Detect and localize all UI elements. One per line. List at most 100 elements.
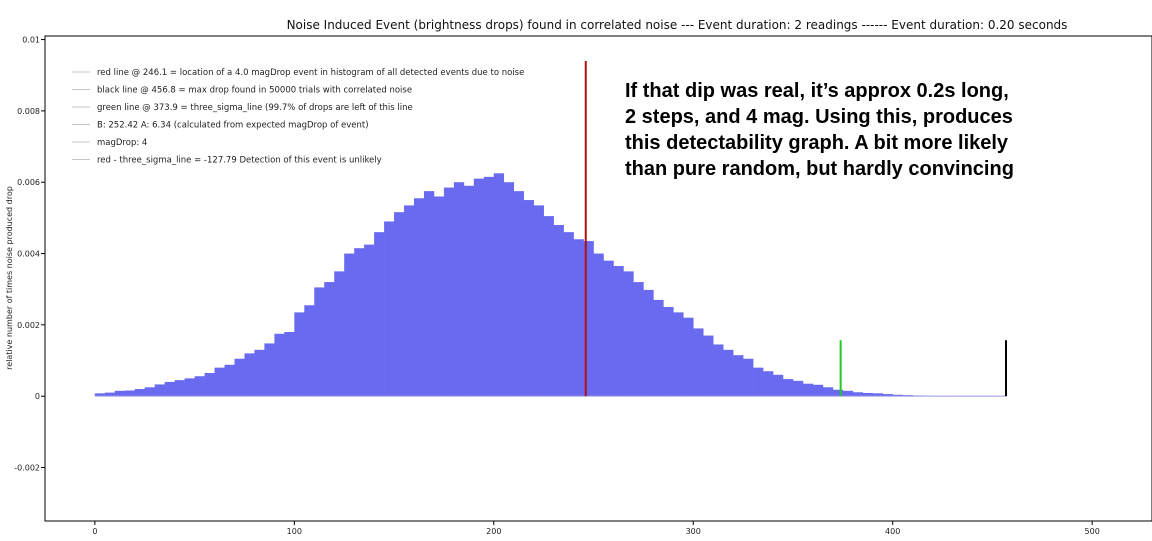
plot-frame	[44, 35, 1152, 522]
x-tick-label: 300	[686, 527, 701, 536]
histogram-bar	[663, 307, 674, 397]
histogram-bar	[872, 393, 884, 397]
histogram-bar	[573, 239, 584, 397]
histogram-bar	[124, 390, 136, 397]
histogram-bar	[792, 380, 804, 397]
histogram-bar	[593, 253, 604, 397]
legend-entry: magDrop: 4	[97, 138, 147, 148]
annotation-line: this detectability graph. A bit more lik…	[625, 132, 1009, 154]
histogram-bar	[364, 244, 375, 397]
histogram-bar	[882, 394, 894, 397]
y-tick-label: -0.002	[14, 464, 40, 473]
histogram-bar	[643, 289, 654, 397]
histogram-bar	[264, 343, 275, 397]
x-tick-label: 500	[1085, 527, 1100, 536]
y-tick-label: 0.008	[17, 107, 40, 116]
histogram-bar	[184, 378, 195, 397]
histogram-bar	[713, 344, 724, 397]
histogram-bar	[214, 367, 225, 397]
histogram-bar	[822, 387, 834, 397]
histogram-bar	[543, 216, 554, 397]
histogram-bar	[483, 176, 495, 397]
histogram-bar	[144, 387, 156, 397]
annotation-line: than pure random, but hardly convincing	[625, 158, 1014, 180]
histogram-bar	[473, 178, 485, 397]
annotation-text: If that dip was real, it’s approx 0.2s l…	[625, 80, 1014, 180]
histogram-bar	[334, 271, 345, 397]
histogram-bar	[832, 389, 844, 397]
histogram-bar	[493, 173, 505, 397]
histogram-bar	[374, 232, 385, 397]
histogram-bar	[314, 287, 325, 397]
histogram-bar	[842, 390, 854, 397]
histogram-bar	[743, 358, 754, 397]
histogram-bar	[902, 395, 913, 397]
y-axis-label: relative number of times noise produced …	[5, 186, 14, 370]
histogram-bar	[224, 364, 235, 397]
histogram-bar	[783, 379, 794, 397]
y-axis-ticks: -0.002 0 0.002 0.004 0.006 0.008 0.01	[14, 36, 45, 473]
histogram-bar	[354, 248, 365, 397]
histogram-bar	[753, 367, 764, 397]
histogram-bar	[723, 349, 734, 397]
histogram-bar	[154, 384, 165, 397]
histogram-bar	[683, 317, 694, 397]
legend-entry: B: 252.42 A: 6.34 (calculated from expec…	[97, 121, 369, 131]
histogram-bar	[254, 349, 265, 397]
histogram-bar	[892, 394, 903, 397]
histogram-bar	[423, 191, 435, 397]
histogram-bar	[194, 376, 205, 397]
chart-title: Noise Induced Event (brightness drops) f…	[287, 18, 1068, 32]
histogram-bar	[443, 187, 455, 397]
x-tick-label: 0	[92, 527, 97, 536]
histogram-bars	[94, 173, 1007, 397]
y-tick-label: 0	[35, 392, 40, 401]
histogram-bar	[344, 253, 355, 397]
legend-entry: black line @ 456.8 = max drop found in 5…	[97, 86, 412, 96]
histogram-bar	[513, 191, 525, 397]
annotation-line: If that dip was real, it’s approx 0.2s l…	[625, 80, 1009, 102]
histogram-bar	[653, 299, 664, 397]
histogram-bar	[633, 282, 644, 397]
histogram-bar	[553, 225, 564, 397]
histogram-bar	[384, 221, 395, 397]
histogram-bar	[693, 328, 704, 397]
histogram-bar	[294, 312, 305, 397]
histogram-bar	[623, 271, 634, 397]
histogram-bar	[812, 384, 824, 397]
legend: red line @ 246.1 = location of a 4.0 mag…	[72, 68, 524, 166]
x-tick-label: 400	[885, 527, 900, 536]
histogram-bar	[463, 185, 475, 397]
histogram-bar	[733, 355, 744, 397]
histogram-bar	[284, 331, 295, 397]
marker-lines	[584, 60, 1007, 397]
histogram-bar	[563, 232, 574, 397]
histogram-bar	[862, 392, 874, 397]
histogram-bar	[234, 358, 245, 397]
histogram-bar	[523, 200, 534, 397]
histogram-bar	[414, 198, 425, 397]
x-tick-label: 200	[486, 527, 501, 536]
histogram-bar	[394, 212, 405, 397]
histogram-bar	[174, 380, 185, 397]
histogram-bar	[114, 390, 126, 397]
histogram-bar	[304, 305, 315, 397]
y-tick-label: 0.002	[17, 321, 40, 330]
histogram-bar	[204, 373, 215, 397]
histogram-bar	[324, 282, 335, 397]
histogram-bar	[603, 260, 614, 397]
histogram-bar	[583, 241, 594, 397]
histogram-bar	[703, 335, 714, 397]
y-tick-label: 0.004	[17, 250, 40, 259]
histogram-bar	[613, 266, 624, 397]
y-tick-label: 0.006	[17, 178, 40, 187]
histogram-bar	[104, 392, 116, 397]
histogram-bar	[433, 196, 445, 397]
histogram-bar	[274, 333, 285, 397]
annotation-line: 2 steps, and 4 mag. Using this, produces	[625, 106, 1013, 128]
histogram-bar	[453, 182, 465, 397]
histogram-bar	[404, 205, 415, 397]
histogram-bar	[533, 205, 544, 397]
histogram-bar	[134, 389, 146, 397]
